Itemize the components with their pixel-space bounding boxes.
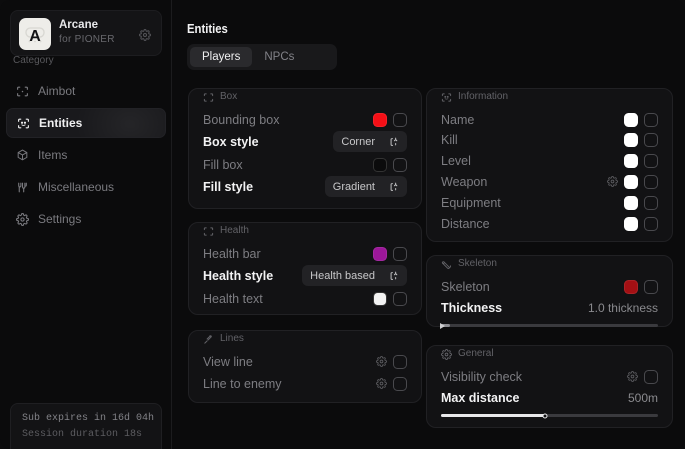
svg-text:A: A (29, 28, 41, 45)
